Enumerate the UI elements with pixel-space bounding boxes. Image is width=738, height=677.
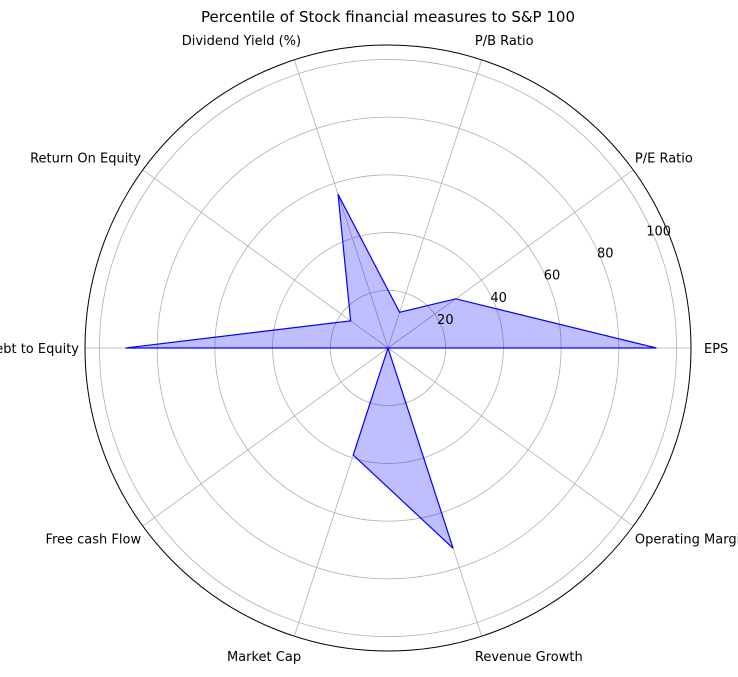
category-label: P/E Ratio <box>635 152 693 167</box>
radial-gridline <box>387 347 634 527</box>
radial-gridline <box>387 59 483 349</box>
radial-tick-label: 40 <box>490 291 507 306</box>
grid-circle-100 <box>99 59 677 637</box>
radial-gridline <box>387 169 634 349</box>
series-area <box>125 194 657 549</box>
chart-title: Percentile of Stock financial measures t… <box>201 8 575 26</box>
radial-tick-label: 20 <box>437 313 454 328</box>
series-line <box>125 194 657 549</box>
category-label: EPS <box>704 342 728 357</box>
category-label: Dividend Yield (%) <box>182 34 301 49</box>
polar-spine <box>84 44 692 652</box>
category-label: Free cash Flow <box>45 532 141 547</box>
category-label: Return On Equity <box>30 152 141 167</box>
radial-tick-label: 80 <box>597 247 614 262</box>
series-layer <box>125 194 657 549</box>
radial-gridline <box>142 347 389 527</box>
category-label: Revenue Growth <box>475 650 583 665</box>
category-label: Operating Margin <box>635 532 738 547</box>
radial-gridline <box>142 169 389 349</box>
radial-tick-label: 100 <box>646 225 671 240</box>
label-layer: 20 40 60 80 100 EPS P/E Ratio P/B Ratio Dividend… <box>0 34 738 665</box>
category-label: P/B Ratio <box>475 34 534 49</box>
radial-tick-label: 60 <box>544 269 561 284</box>
category-label: Debt to Equity <box>0 342 79 357</box>
radial-gridline <box>293 59 389 349</box>
category-label: Market Cap <box>227 650 301 665</box>
